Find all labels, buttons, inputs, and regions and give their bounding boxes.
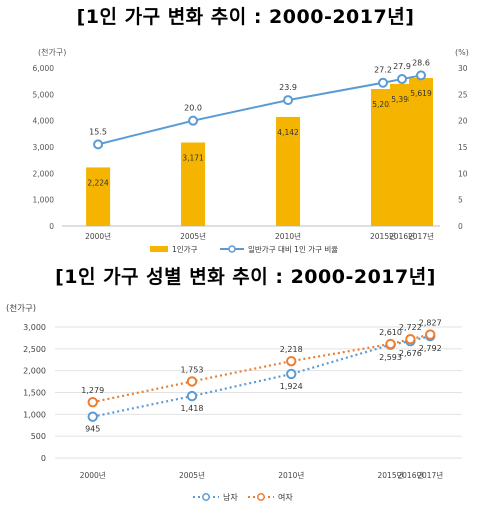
y-axis-unit-right: (%) — [455, 48, 469, 57]
y-tick-label: 3,000 — [23, 323, 46, 332]
legend-label-bar: 1인가구 — [172, 244, 198, 254]
data-label-남자: 945 — [85, 425, 100, 434]
bar-1인가구 — [181, 142, 206, 226]
x-tick-label: 2015년 — [378, 470, 404, 480]
y2-tick-label: 25 — [458, 90, 468, 99]
data-point-남자 — [286, 368, 297, 380]
x-tick-label: 2017년 — [408, 231, 434, 241]
x-tick-label: 2016년 — [397, 470, 423, 480]
y2-tick-label: 0 — [458, 222, 463, 231]
y2-tick-label: 30 — [458, 64, 468, 73]
data-point-여자 — [186, 376, 198, 387]
x-tick-label: 2000년 — [85, 231, 111, 241]
ratio-point — [188, 115, 199, 126]
y-tick-label: 0 — [49, 222, 54, 231]
y-tick-label: 1,000 — [33, 196, 55, 205]
data-label-여자: 2,610 — [379, 328, 402, 337]
x-tick-label: 2016년 — [389, 231, 415, 241]
data-label-여자: 2,722 — [399, 323, 422, 332]
data-label-남자: 1,924 — [280, 382, 303, 391]
x-tick-label: 2005년 — [180, 231, 206, 241]
ratio-point — [416, 70, 427, 81]
data-label-남자: 2,676 — [399, 349, 422, 358]
x-tick-label: 2015년 — [370, 231, 396, 241]
household-bar-line-chart: (천가구) (%) 0 1,000 2,000 3,000 4,000 5,000 6,000 0… — [33, 47, 469, 254]
y-tick-label: 2,000 — [23, 367, 46, 376]
data-point-남자 — [87, 411, 98, 422]
y-tick-label: 0 — [41, 454, 46, 463]
bar-1인가구 — [409, 78, 434, 227]
bar-value-label: 2,224 — [87, 178, 109, 187]
x-tick-label: 2017년 — [417, 470, 443, 480]
data-point-여자 — [425, 329, 436, 340]
bar-value-label: 4,142 — [277, 128, 299, 137]
ratio-value-label: 23.9 — [279, 83, 297, 92]
legend-label-male: 남자 — [223, 493, 238, 502]
bar-1인가구 — [86, 167, 111, 226]
data-point-여자 — [385, 338, 396, 350]
y-tick-label: 500 — [31, 432, 46, 441]
ratio-value-label: 15.5 — [89, 127, 107, 136]
legend-label-line: 일반가구 대비 1인 가구 비율 — [248, 244, 338, 254]
data-label-여자: 2,218 — [280, 345, 303, 354]
x-tick-label: 2010년 — [278, 470, 304, 480]
legend-swatch-bar — [150, 246, 168, 252]
legend-marker-male — [202, 493, 210, 501]
bar-value-label: 5,619 — [410, 89, 432, 98]
legend-marker-female — [257, 493, 265, 501]
data-point-여자 — [286, 355, 297, 367]
y-tick-label: 1,000 — [23, 410, 46, 419]
ratio-value-label: 28.6 — [412, 58, 430, 67]
y-tick-label: 4,000 — [33, 117, 55, 126]
ratio-point — [397, 74, 408, 85]
y2-tick-label: 20 — [458, 117, 468, 126]
data-point-여자 — [405, 333, 416, 345]
legend-label-female: 여자 — [278, 492, 293, 502]
y2-tick-label: 15 — [458, 143, 468, 152]
x-tick-label: 2005년 — [179, 470, 205, 480]
chart-title-gender-trend: [1인 가구 성별 변화 추이 : 2000-2017년] — [55, 266, 436, 288]
y-tick-label: 2,000 — [33, 169, 55, 178]
data-point-남자 — [186, 390, 198, 402]
ratio-point — [93, 139, 104, 150]
ratio-point — [378, 77, 389, 88]
data-label-여자: 2,827 — [419, 319, 442, 328]
ratio-value-label: 27.9 — [393, 62, 411, 71]
data-label-남자: 1,418 — [181, 404, 204, 413]
ratio-value-label: 20.0 — [184, 104, 202, 113]
ratio-value-label: 27.2 — [374, 66, 392, 75]
legend-marker-line — [228, 245, 236, 253]
y-axis-unit: (천가구) — [6, 303, 36, 314]
bar-value-label: 5,398 — [391, 95, 413, 104]
ratio-point — [283, 95, 294, 106]
chart-title-household-trend: [1인 가구 변화 추이 : 2000-2017년] — [76, 6, 415, 28]
data-label-남자: 2,593 — [379, 353, 402, 362]
y-tick-label: 6,000 — [33, 64, 55, 73]
bar-1인가구 — [276, 116, 301, 226]
y-tick-label: 1,500 — [23, 389, 46, 398]
x-tick-label: 2010년 — [275, 231, 301, 241]
y-tick-label: 2,500 — [23, 345, 46, 354]
data-label-여자: 1,753 — [181, 365, 204, 374]
y-axis-unit-left: (천가구) — [38, 47, 66, 57]
data-point-여자 — [87, 396, 98, 408]
data-label-여자: 1,279 — [81, 386, 104, 395]
bar-value-label: 3,171 — [182, 153, 204, 162]
series-line-남자 — [92, 335, 431, 418]
x-tick-label: 2000년 — [80, 470, 106, 480]
y-tick-label: 5,000 — [33, 90, 55, 99]
y2-tick-label: 10 — [458, 169, 468, 178]
bar-value-label: 5,203 — [372, 100, 394, 109]
y2-tick-label: 5 — [458, 196, 463, 205]
data-label-남자: 2,792 — [419, 344, 442, 353]
y-tick-label: 3,000 — [33, 143, 55, 152]
